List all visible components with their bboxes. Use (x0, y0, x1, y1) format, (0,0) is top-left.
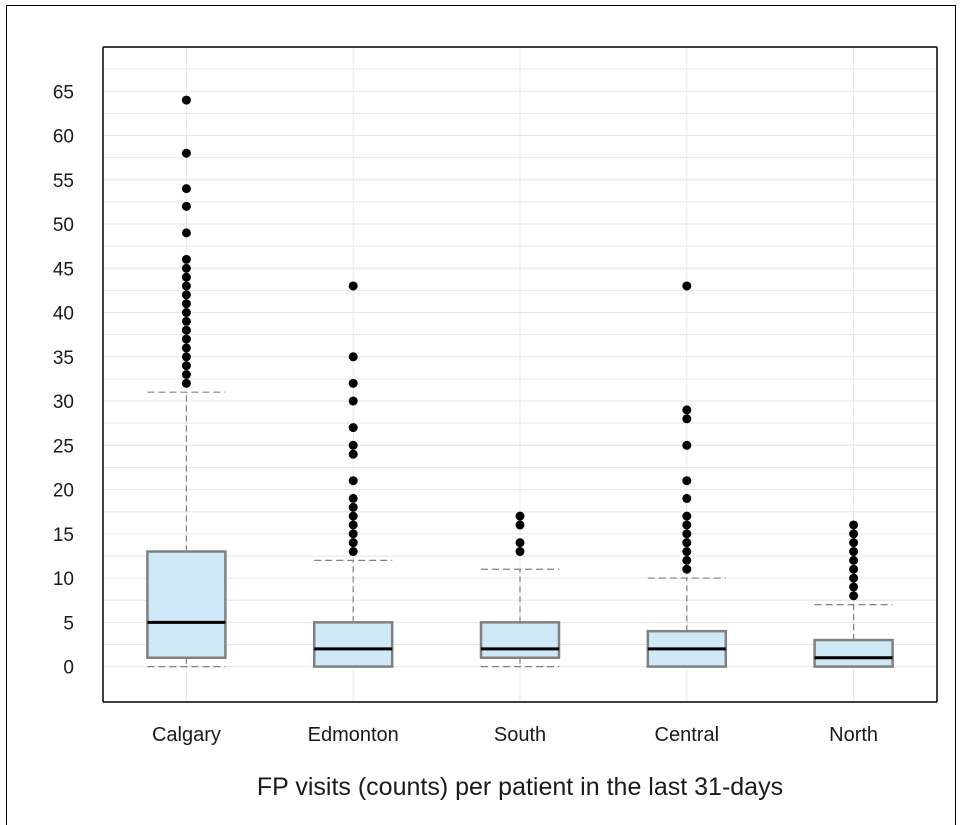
y-tick-label: 15 (53, 525, 74, 546)
outlier-point (181, 361, 191, 371)
outlier-point (348, 547, 358, 557)
x-axis-title: FP visits (counts) per patient in the la… (257, 773, 783, 801)
outlier-point (348, 529, 358, 539)
outlier-point (181, 352, 191, 362)
outlier-point (849, 529, 859, 539)
outlier-point (181, 378, 191, 388)
x-tick-label: Central (655, 724, 719, 746)
y-tick-label: 30 (53, 392, 74, 413)
outlier-point (348, 520, 358, 530)
outlier-point (682, 538, 692, 548)
box-north (813, 638, 894, 668)
outlier-point (849, 564, 859, 574)
x-tick-label: South (494, 724, 546, 746)
outlier-point (348, 449, 358, 459)
y-tick-label: 10 (53, 569, 74, 590)
outlier-point (849, 538, 859, 548)
y-tick-label: 40 (53, 304, 74, 325)
outlier-point (181, 228, 191, 238)
outlier-point (348, 511, 358, 521)
outlier-point (181, 334, 191, 344)
outlier-point (515, 520, 525, 530)
outlier-point (348, 352, 358, 362)
outlier-point (181, 95, 191, 105)
outlier-point (849, 582, 859, 592)
outlier-point (181, 148, 191, 158)
y-tick-label: 55 (53, 171, 74, 192)
y-tick-label: 65 (53, 82, 74, 103)
outlier-point (682, 547, 692, 557)
outlier-point (348, 493, 358, 503)
box-edmonton (312, 621, 394, 668)
outlier-point (181, 299, 191, 309)
x-tick-label: Edmonton (308, 724, 399, 746)
y-tick-label: 20 (53, 481, 74, 502)
outlier-point (682, 520, 692, 530)
y-tick-label: 25 (53, 436, 74, 457)
y-tick-label: 60 (53, 127, 74, 148)
outlier-point (181, 325, 191, 335)
outlier-point (515, 511, 525, 521)
y-tick-label: 50 (53, 215, 74, 236)
outlier-point (682, 555, 692, 565)
outlier-point (348, 378, 358, 388)
outlier-point (682, 440, 692, 450)
y-tick-label: 45 (53, 259, 74, 280)
box-south (479, 621, 561, 659)
outlier-point (181, 201, 191, 211)
outlier-point (348, 476, 358, 486)
outlier-point (682, 511, 692, 521)
outlier-point (348, 502, 358, 512)
outlier-point (181, 308, 191, 318)
outlier-point (181, 290, 191, 300)
outlier-point (682, 281, 692, 291)
outlier-point (849, 573, 859, 583)
outlier-point (682, 414, 692, 424)
y-tick-label: 35 (53, 348, 74, 369)
outlier-point (181, 263, 191, 273)
outlier-point (181, 184, 191, 194)
outlier-point (515, 538, 525, 548)
outlier-point (348, 440, 358, 450)
outlier-point (348, 281, 358, 291)
outlier-point (181, 343, 191, 353)
outlier-point (682, 493, 692, 503)
outlier-point (849, 555, 859, 565)
outlier-point (181, 254, 191, 264)
outlier-point (348, 538, 358, 548)
outlier-point (682, 476, 692, 486)
outlier-point (849, 591, 859, 601)
outlier-point (348, 396, 358, 406)
y-tick-label: 0 (63, 658, 74, 679)
outlier-point (181, 272, 191, 282)
outlier-point (181, 281, 191, 291)
outlier-point (348, 423, 358, 433)
x-tick-label: North (829, 724, 878, 746)
outlier-point (682, 405, 692, 415)
figure-frame (6, 5, 956, 825)
outlier-point (181, 316, 191, 326)
y-tick-label: 5 (63, 613, 74, 634)
outlier-point (181, 370, 191, 379)
box-calgary (146, 550, 227, 659)
outlier-point (849, 520, 859, 530)
outlier-point (682, 529, 692, 539)
outlier-point (515, 547, 525, 557)
outlier-point (682, 564, 692, 574)
outlier-point (849, 547, 859, 557)
x-tick-label: Calgary (152, 724, 221, 746)
